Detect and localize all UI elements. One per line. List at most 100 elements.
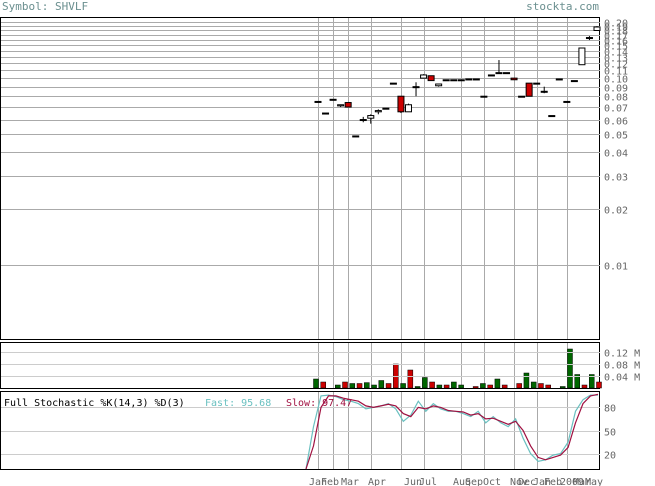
stochastic-line-slow <box>305 393 599 470</box>
volume-bar <box>581 384 588 389</box>
price-tick-label: 0.14 <box>604 48 628 59</box>
candle-body <box>337 104 345 107</box>
candle-body <box>404 104 412 113</box>
price-tick-label: 0.17 <box>604 32 628 43</box>
volume-bar <box>516 383 522 389</box>
candle-body <box>397 95 405 113</box>
price-tick-label: 0.13 <box>604 54 628 65</box>
price-tick-label: 0.11 <box>604 67 628 78</box>
volume-bar <box>414 386 421 389</box>
candle-body <box>518 95 526 98</box>
volume-tick-label: 0.04 M <box>604 373 640 384</box>
volume-bar <box>349 383 356 389</box>
candle-body <box>359 119 367 122</box>
volume-bar <box>545 384 551 389</box>
volume-bar <box>596 381 602 389</box>
volume-bar <box>356 383 363 389</box>
candle-body <box>503 72 511 75</box>
x-tick-label: Oct <box>483 477 501 486</box>
candle-body <box>578 47 586 66</box>
x-tick-label: Apr <box>368 477 386 486</box>
volume-bar <box>567 348 573 389</box>
x-tick-label: Dec <box>518 477 536 486</box>
candle-body <box>427 75 435 82</box>
candle-body <box>344 102 352 108</box>
candle-body <box>329 98 337 101</box>
candle-body <box>563 100 571 103</box>
candle-body <box>540 90 548 93</box>
x-tick-label: Aug <box>453 477 471 486</box>
candle-body <box>533 82 541 85</box>
candle-body <box>420 74 428 79</box>
price-tick-label: 0.15 <box>604 42 628 53</box>
candle-body <box>352 135 360 138</box>
volume-bar <box>342 381 348 389</box>
stochastic-slow-label: Slow: 97.47 <box>286 398 352 409</box>
price-tick-label: 0.06 <box>604 117 628 128</box>
volume-tick-label: 0.12 M <box>604 349 640 360</box>
price-grid <box>1 22 600 266</box>
price-tick-label: 0.19 <box>604 23 628 34</box>
x-tick-label: May <box>585 477 603 486</box>
candle-body <box>412 86 420 89</box>
candle-body <box>555 78 563 81</box>
stochastic-fast-label: Fast: 95.68 <box>205 398 271 409</box>
x-tick-label: Mar <box>573 477 591 486</box>
price-tick-label: 0.10 <box>604 75 628 86</box>
candle-body <box>480 95 488 98</box>
candle-body <box>389 82 397 85</box>
candle-body <box>570 80 578 83</box>
candle-body <box>585 37 593 40</box>
price-tick-label: 0.09 <box>604 84 628 95</box>
x-tick-label: Feb <box>321 477 339 486</box>
x-tick-label: Sep <box>465 477 483 486</box>
volume-bar <box>501 384 508 389</box>
x-tick-label: Jan <box>533 477 551 486</box>
site-label: stockta.com <box>526 0 599 13</box>
candle-body <box>450 79 458 82</box>
stochastic-lines <box>1 393 600 470</box>
volume-bar <box>487 384 493 389</box>
volume-bar <box>451 381 457 389</box>
candle-body <box>442 79 450 82</box>
x-tick-label: Nov <box>510 477 528 486</box>
price-tick-label: 0.05 <box>604 131 628 142</box>
candle-body <box>314 100 322 103</box>
volume-bar <box>378 380 385 389</box>
volume-tick-label: 0.08 M <box>604 361 640 372</box>
candle-body <box>472 78 480 81</box>
stochastic-tick-label: 50 <box>604 428 616 439</box>
candle-body <box>457 79 465 82</box>
volume-bar <box>574 374 580 389</box>
candle-body <box>374 110 382 113</box>
price-tick-label: 0.18 <box>604 27 628 38</box>
stochastic-tick-label: 20 <box>604 451 616 462</box>
candle-body <box>487 74 495 77</box>
price-tick-label: 0.20 <box>604 19 628 30</box>
volume-bar <box>364 382 370 389</box>
volume-bar <box>313 378 319 389</box>
candle-body <box>525 82 533 97</box>
price-tick-label: 0.01 <box>604 262 628 273</box>
price-tick-label: 0.02 <box>604 206 628 217</box>
stochastic-panel-frame <box>0 391 600 470</box>
volume-bar <box>335 384 341 389</box>
volume-bar <box>407 369 414 389</box>
volume-bar <box>588 374 595 389</box>
candle-body <box>465 78 473 81</box>
volume-bar <box>523 372 530 389</box>
volume-bar <box>422 377 428 389</box>
volume-bar <box>530 381 537 389</box>
price-tick-label: 0.16 <box>604 37 628 48</box>
volume-bar <box>494 378 501 389</box>
candle-body <box>548 115 556 118</box>
x-tick-label: Feb <box>544 477 562 486</box>
volume-bar <box>385 383 392 389</box>
price-tick-label: 0.07 <box>604 104 628 115</box>
stochastic-title: Full Stochastic %K(14,3) %D(3) <box>4 398 185 409</box>
volume-bars <box>1 348 602 389</box>
candle-body <box>510 77 518 81</box>
candle-body <box>367 115 375 119</box>
volume-bar <box>429 381 435 389</box>
